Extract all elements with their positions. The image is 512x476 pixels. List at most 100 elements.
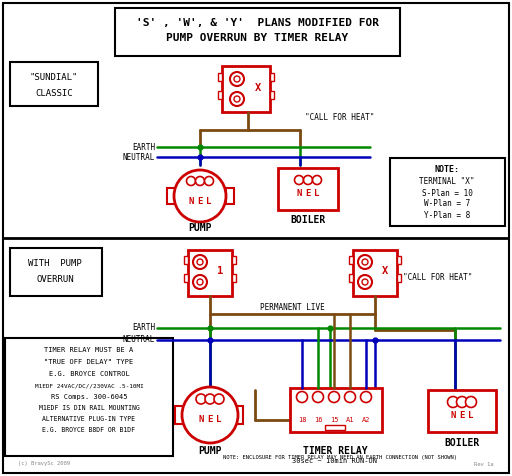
Bar [218, 73, 222, 81]
Text: "TRUE OFF DELAY" TYPE: "TRUE OFF DELAY" TYPE [45, 359, 134, 365]
Circle shape [360, 391, 372, 403]
Text: TIMER RELAY: TIMER RELAY [303, 446, 367, 456]
Text: ___: ___ [329, 429, 339, 435]
Text: PUMP OVERRUN BY TIMER RELAY: PUMP OVERRUN BY TIMER RELAY [166, 33, 348, 43]
Circle shape [304, 176, 312, 185]
Bar [349, 256, 353, 264]
Text: RS Comps. 300-6045: RS Comps. 300-6045 [51, 394, 127, 400]
Bar [115, 8, 400, 56]
Text: Rev 1a: Rev 1a [475, 462, 494, 466]
Text: L: L [216, 416, 222, 425]
Circle shape [196, 394, 206, 404]
Circle shape [358, 275, 372, 289]
Circle shape [230, 92, 244, 106]
Circle shape [296, 391, 308, 403]
Text: (c) BravySc 2009: (c) BravySc 2009 [18, 462, 70, 466]
Text: NEUTRAL: NEUTRAL [123, 152, 155, 161]
Text: WITH  PUMP: WITH PUMP [28, 259, 82, 268]
Bar [184, 256, 188, 264]
Text: N: N [296, 188, 302, 198]
Bar [188, 250, 232, 296]
Text: Y-Plan = 8: Y-Plan = 8 [424, 210, 470, 219]
Text: EARTH: EARTH [132, 324, 155, 333]
Text: E: E [207, 416, 212, 425]
Circle shape [465, 397, 477, 407]
Circle shape [234, 96, 240, 102]
Text: L: L [206, 197, 211, 206]
Bar [175, 406, 184, 424]
Bar [234, 406, 243, 424]
Circle shape [457, 397, 467, 407]
Circle shape [294, 176, 304, 185]
Text: A1: A1 [346, 417, 354, 423]
Circle shape [329, 391, 339, 403]
Text: CLASSIC: CLASSIC [35, 89, 73, 98]
Text: TIMER RELAY MUST BE A: TIMER RELAY MUST BE A [45, 347, 134, 353]
Circle shape [362, 259, 368, 265]
Circle shape [193, 255, 207, 269]
Circle shape [204, 177, 214, 186]
Text: PUMP: PUMP [198, 446, 222, 456]
Circle shape [358, 255, 372, 269]
Text: BOILER: BOILER [290, 215, 326, 225]
Text: ALTERNATIVE PLUG-IN TYPE: ALTERNATIVE PLUG-IN TYPE [42, 416, 136, 422]
Text: N: N [198, 416, 204, 425]
Text: BOILER: BOILER [444, 438, 480, 448]
Circle shape [205, 394, 215, 404]
Bar [325, 425, 345, 430]
Text: TERMINAL "X": TERMINAL "X" [419, 178, 475, 187]
Text: L: L [314, 188, 319, 198]
Text: NOTE: ENCLOSURE FOR TIMER RELAY MAY NEED AN EARTH CONNECTION (NOT SHOWN): NOTE: ENCLOSURE FOR TIMER RELAY MAY NEED… [223, 455, 457, 459]
Text: 30sec ~ 10min RUN-ON: 30sec ~ 10min RUN-ON [292, 458, 377, 464]
Text: M1EDF 24VAC/DC//230VAC .5-10MI: M1EDF 24VAC/DC//230VAC .5-10MI [35, 384, 143, 388]
Text: W-Plan = 7: W-Plan = 7 [424, 199, 470, 208]
Bar [428, 390, 496, 432]
Circle shape [174, 170, 226, 222]
Text: N: N [451, 411, 456, 420]
Text: A2: A2 [362, 417, 370, 423]
Bar [232, 256, 236, 264]
Circle shape [234, 76, 240, 82]
Circle shape [197, 279, 203, 285]
Circle shape [196, 177, 204, 186]
Text: 16: 16 [314, 417, 322, 423]
Circle shape [214, 394, 224, 404]
Text: NEUTRAL: NEUTRAL [123, 336, 155, 345]
Text: L: L [468, 411, 474, 420]
Circle shape [312, 176, 322, 185]
Circle shape [312, 391, 324, 403]
Bar [10, 248, 102, 296]
Text: S-Plan = 10: S-Plan = 10 [421, 188, 473, 198]
Bar [232, 274, 236, 282]
Bar [226, 188, 234, 204]
Bar [349, 274, 353, 282]
Bar [270, 91, 274, 99]
Text: PUMP: PUMP [188, 223, 212, 233]
Bar [278, 168, 338, 210]
Bar [397, 274, 401, 282]
Bar [10, 62, 98, 106]
Bar [218, 91, 222, 99]
Text: X: X [255, 83, 261, 93]
Circle shape [197, 259, 203, 265]
Text: E.G. BROYCE B8DF OR B1DF: E.G. BROYCE B8DF OR B1DF [42, 427, 136, 433]
Bar [390, 158, 505, 226]
Bar [167, 188, 175, 204]
Text: M1EDF IS DIN RAIL MOUNTING: M1EDF IS DIN RAIL MOUNTING [38, 405, 139, 411]
Text: 18: 18 [298, 417, 306, 423]
Bar [5, 338, 173, 456]
Text: OVERRUN: OVERRUN [36, 276, 74, 285]
Text: EARTH: EARTH [132, 142, 155, 151]
Text: 15: 15 [330, 417, 338, 423]
Circle shape [186, 177, 196, 186]
Circle shape [362, 279, 368, 285]
Bar [270, 73, 274, 81]
Bar [353, 250, 397, 296]
Bar [290, 388, 382, 432]
Text: N: N [188, 197, 194, 206]
Text: 'S' , 'W', & 'Y'  PLANS MODIFIED FOR: 'S' , 'W', & 'Y' PLANS MODIFIED FOR [136, 18, 378, 28]
Circle shape [182, 387, 238, 443]
Bar [184, 274, 188, 282]
Text: E: E [459, 411, 465, 420]
Text: 1: 1 [217, 266, 223, 276]
